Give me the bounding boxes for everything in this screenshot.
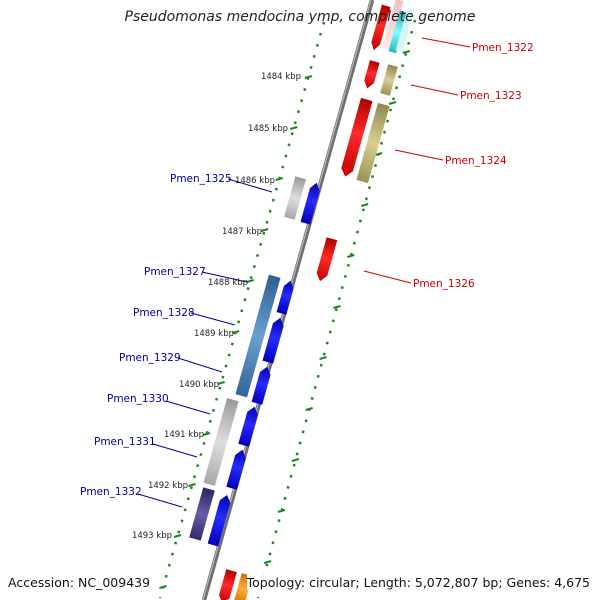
leader-line: [165, 400, 211, 415]
tick-mark: [333, 304, 341, 310]
leader-line: [152, 443, 198, 458]
tick-label: 1484 kbp: [261, 72, 301, 82]
gene-label-pmen-1328[interactable]: Pmen_1328: [133, 307, 195, 319]
leader-line: [137, 493, 183, 508]
gene-pmen-1325-reverse[interactable]: [300, 181, 322, 225]
tick-mark: [202, 431, 211, 437]
leader-line: [227, 178, 273, 193]
tick-mark: [275, 176, 284, 182]
genome-stats-text: Topology: circular; Length: 5,072,807 bp…: [246, 575, 590, 590]
tick-mark: [360, 202, 369, 208]
gene-label-pmen-1331[interactable]: Pmen_1331: [94, 436, 156, 448]
leader-line: [363, 270, 412, 284]
tick-label: 1486 kbp: [235, 176, 275, 186]
tick-mark: [159, 584, 167, 590]
gene-features: [189, 0, 415, 600]
cog-gray-pmen-1330-1331[interactable]: [203, 398, 239, 486]
gene-label-pmen-1330[interactable]: Pmen_1330: [107, 393, 169, 405]
tick-mark: [305, 406, 313, 412]
tick-mark: [289, 125, 298, 131]
gene-pmen-1324-forward[interactable]: [339, 97, 373, 178]
gene-forward-bottom[interactable]: [217, 569, 237, 600]
cog-indigo-pmen-1332[interactable]: [189, 487, 215, 541]
dotted-ring-inner: [158, 21, 326, 599]
gene-pmen-1322-forward[interactable]: [369, 4, 391, 52]
leader-line: [394, 149, 444, 161]
gene-label-pmen-1323[interactable]: Pmen_1323: [460, 90, 522, 102]
gene-pmen-1326-forward[interactable]: [315, 237, 338, 282]
tick-label: 1487 kbp: [222, 227, 262, 237]
tick-mark: [260, 227, 269, 233]
gene-pmen-1331-reverse[interactable]: [226, 448, 247, 490]
tick-mark: [231, 329, 240, 335]
gene-labels: Pmen_1322 Pmen_1323 Pmen_1324 Pmen_1326 …: [80, 42, 534, 498]
tick-mark: [217, 380, 225, 386]
cog-pink[interactable]: [382, 0, 404, 50]
accession-text: Accession: NC_009439: [8, 575, 151, 590]
leader-line: [201, 271, 248, 283]
gene-label-pmen-1332[interactable]: Pmen_1332: [80, 486, 142, 498]
cog-khaki-pmen-1323[interactable]: [380, 64, 398, 96]
leader-line: [421, 37, 471, 48]
tick-mark: [374, 151, 383, 157]
leader-line: [177, 357, 223, 373]
gene-label-pmen-1329[interactable]: Pmen_1329: [119, 352, 181, 364]
tick-label: 1485 kbp: [248, 124, 288, 134]
gene-pmen-1327-reverse[interactable]: [276, 279, 296, 315]
gene-pmen-1330-reverse[interactable]: [238, 405, 259, 447]
tick-label: 1491 kbp: [164, 430, 204, 440]
tick-mark: [173, 533, 182, 539]
cog-steelblue-pmen-1327-1329[interactable]: [235, 274, 281, 398]
leader-line: [190, 312, 236, 326]
tick-labels: 1484 kbp 1485 kbp 1486 kbp 1487 kbp 1488…: [132, 72, 301, 541]
cog-cyan-pmen-1322[interactable]: [388, 10, 408, 54]
map-title: Pseudomonas mendocina ymp, complete geno…: [124, 9, 476, 25]
tick-marks: [159, 49, 411, 590]
gene-label-pmen-1325[interactable]: Pmen_1325: [170, 173, 232, 185]
tick-label: 1490 kbp: [179, 380, 219, 390]
tick-label: 1489 kbp: [194, 329, 234, 339]
label-leaders: [137, 37, 471, 508]
gene-pmen-1323-forward[interactable]: [362, 60, 380, 90]
gene-label-pmen-1327[interactable]: Pmen_1327: [144, 266, 206, 278]
tick-mark: [402, 49, 411, 55]
tick-mark: [304, 74, 313, 80]
gene-pmen-1332-reverse[interactable]: [207, 493, 233, 547]
gene-pmen-1328-reverse[interactable]: [262, 316, 286, 364]
tick-mark: [347, 253, 355, 259]
gene-label-pmen-1322[interactable]: Pmen_1322: [472, 42, 534, 54]
dotted-ring-outer: [256, 19, 417, 599]
cog-pale[interactable]: [395, 7, 415, 53]
tick-mark: [319, 355, 327, 361]
tick-label: 1493 kbp: [132, 531, 172, 541]
gene-label-pmen-1324[interactable]: Pmen_1324: [445, 155, 507, 167]
tick-mark: [246, 278, 254, 284]
tick-mark: [188, 482, 196, 488]
cog-khaki-pmen-1324[interactable]: [356, 102, 390, 184]
tick-mark: [277, 508, 286, 514]
tick-label: 1492 kbp: [148, 481, 188, 491]
tick-label: 1488 kbp: [208, 278, 248, 288]
cog-gray-pmen-1325[interactable]: [284, 176, 306, 220]
tick-mark: [388, 100, 397, 106]
tick-mark: [291, 457, 300, 463]
leader-line: [410, 84, 459, 96]
gene-pmen-1329-reverse[interactable]: [251, 365, 273, 405]
gene-label-pmen-1326[interactable]: Pmen_1326: [413, 278, 475, 290]
tick-mark: [263, 559, 272, 565]
